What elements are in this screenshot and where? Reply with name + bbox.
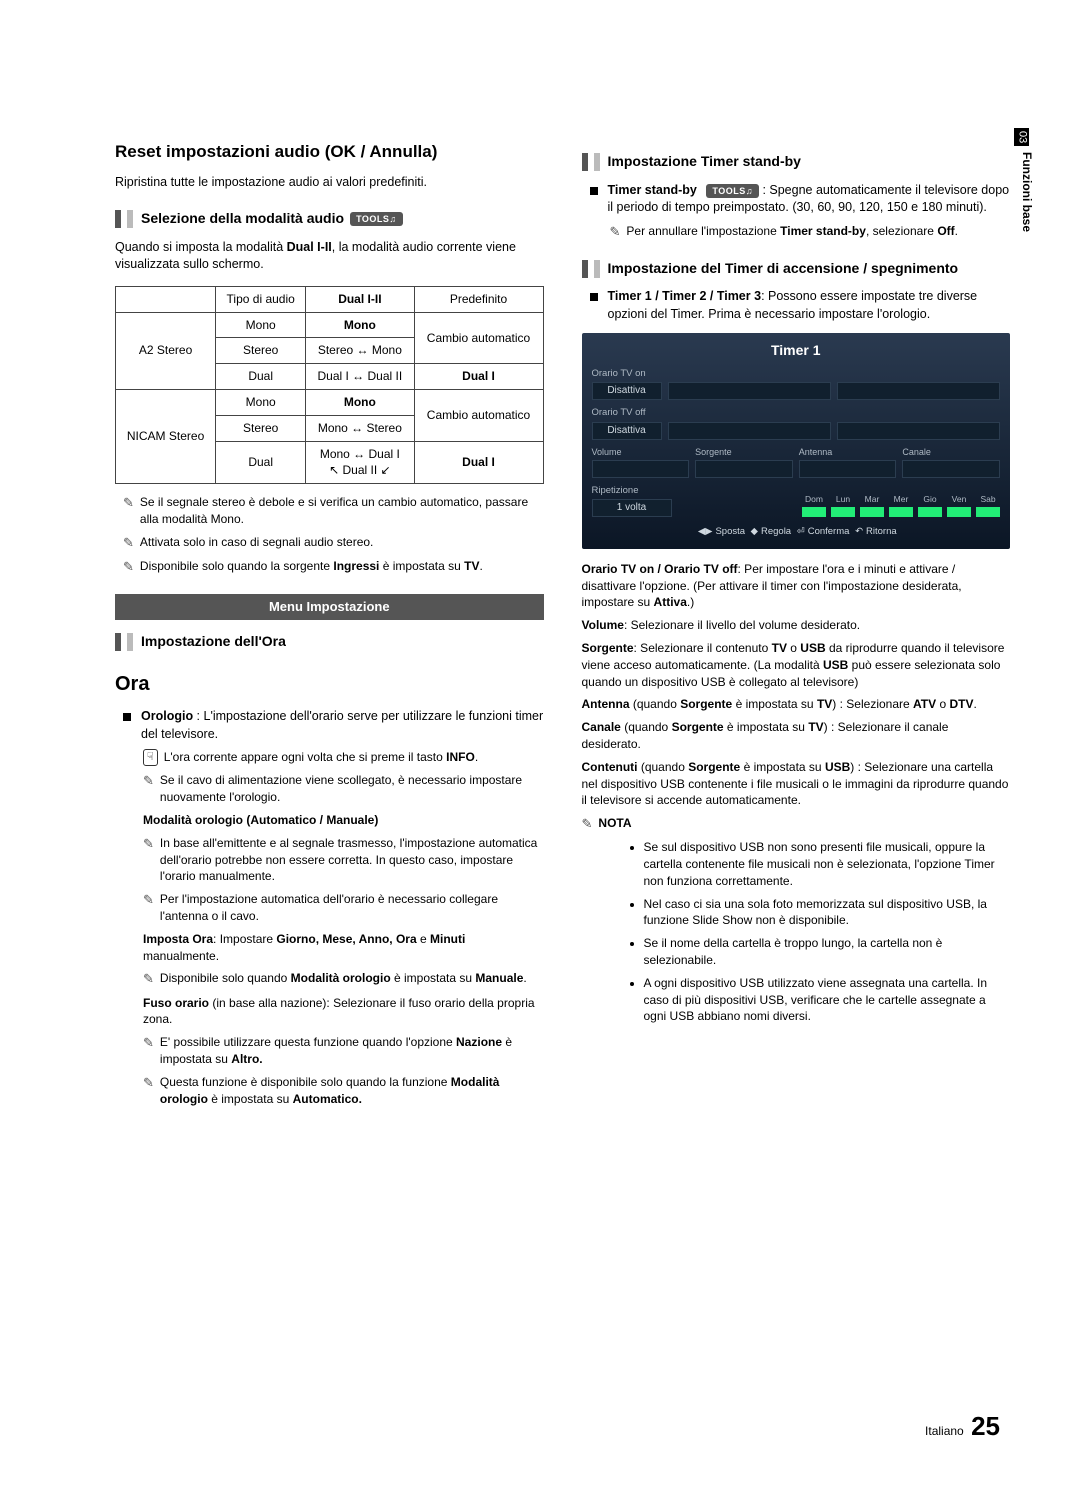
- ora-title: Ora: [115, 670, 544, 698]
- reset-audio-title: Reset impostazioni audio (OK / Annulla): [115, 140, 544, 164]
- p-contenuti: Contenuti (quando Sorgente è impostata s…: [582, 759, 1011, 809]
- audio-note-2: ✎Attivata solo in caso di segnali audio …: [123, 534, 544, 552]
- timer-days-boxes[interactable]: [682, 507, 1001, 517]
- timer-channel[interactable]: [902, 460, 1000, 478]
- right-column: Impostazione Timer stand-by Timer stand-…: [582, 140, 1011, 1111]
- timer-on-min[interactable]: [837, 382, 1000, 400]
- orologio-item: Orologio : L'impostazione dell'orario se…: [115, 708, 544, 743]
- menu-bar: Menu Impostazione: [115, 594, 544, 620]
- imposta-ora: Imposta Ora: Impostare Giorno, Mese, Ann…: [143, 931, 544, 965]
- hand-note: ☟ L'ora corrente appare ogni volta che s…: [143, 749, 544, 766]
- nota-heading: ✎NOTA: [582, 815, 1011, 833]
- clock-setting-title: Impostazione dell'Ora: [141, 632, 286, 652]
- p-orario: Orario TV on / Orario TV off: Per impost…: [582, 561, 1011, 611]
- clock-mode-note-1: ✎In base all'emittente e al segnale tras…: [143, 835, 544, 885]
- timer-off-min[interactable]: [837, 422, 1000, 440]
- reset-audio-intro: Ripristina tutte le impostazione audio a…: [115, 174, 544, 192]
- p-sorgente: Sorgente: Selezionare il contenuto TV o …: [582, 640, 1011, 690]
- clock-mode-title: Modalità orologio (Automatico / Manuale): [143, 812, 544, 829]
- audio-mode-table: Tipo di audio Dual I-II Predefinito A2 S…: [115, 286, 544, 484]
- standby-note: ✎ Per annullare l'impostazione Timer sta…: [610, 223, 1011, 241]
- audio-mode-heading: Selezione della modalità audio TOOLS♫: [115, 209, 544, 229]
- p-canale: Canale (quando Sorgente è impostata su T…: [582, 719, 1011, 753]
- audio-mode-desc: Quando si imposta la modalità Dual I-II,…: [115, 239, 544, 274]
- timer-on-state[interactable]: Disattiva: [592, 382, 662, 400]
- fuso-note-2: ✎ Questa funzione è disponibile solo qua…: [143, 1074, 544, 1108]
- audio-note-3: ✎Disponibile solo quando la sorgente Ing…: [123, 558, 544, 576]
- p-antenna: Antenna (quando Sorgente è impostata su …: [582, 696, 1011, 713]
- side-tab: 03 Funzioni base: [1014, 128, 1038, 238]
- timer-source[interactable]: [695, 460, 793, 478]
- left-column: Reset impostazioni audio (OK / Annulla) …: [115, 140, 544, 1111]
- imposta-ora-note: ✎ Disponibile solo quando Modalità orolo…: [143, 970, 544, 988]
- timer-footer: ◀▶Sposta ◆Regola ⏎Conferma ↶Ritorna: [592, 525, 1001, 538]
- tools-badge: TOOLS♫: [350, 212, 403, 227]
- timer123-item: Timer 1 / Timer 2 / Timer 3: Possono ess…: [582, 288, 1011, 323]
- chapter-number: 03: [1014, 128, 1029, 146]
- fuso-orario: Fuso orario (in base alla nazione): Sele…: [143, 995, 544, 1029]
- p-volume: Volume: Selezionare il livello del volum…: [582, 617, 1011, 634]
- chapter-label: Funzioni base: [1014, 146, 1039, 238]
- standby-heading: Impostazione Timer stand-by: [582, 152, 1011, 172]
- audio-note-1: ✎Se il segnale stereo è debole e si veri…: [123, 494, 544, 528]
- audio-mode-title: Selezione della modalità audio: [141, 209, 344, 229]
- timer-days-labels: DomLunMarMerGioVenSab: [682, 494, 1001, 506]
- timer-panel: Timer 1 Orario TV on Disattiva Orario TV…: [582, 333, 1011, 548]
- timer-panel-title: Timer 1: [592, 341, 1001, 361]
- timer-on-hour[interactable]: [668, 382, 831, 400]
- tools-badge: TOOLS♫: [706, 184, 759, 199]
- timer-volume[interactable]: [592, 460, 690, 478]
- onoff-title: Impostazione del Timer di accensione / s…: [608, 259, 959, 279]
- nota-list: Se sul dispositivo USB non sono presenti…: [630, 839, 1011, 1025]
- onoff-heading: Impostazione del Timer di accensione / s…: [582, 259, 1011, 279]
- clock-setting-heading: Impostazione dell'Ora: [115, 632, 544, 652]
- timer-antenna[interactable]: [799, 460, 897, 478]
- standby-item: Timer stand-by TOOLS♫ : Spegne automatic…: [582, 182, 1011, 217]
- fuso-note-1: ✎ E' possibile utilizzare questa funzion…: [143, 1034, 544, 1068]
- timer-repeat[interactable]: 1 volta: [592, 499, 672, 517]
- page-footer: Italiano 25: [925, 1408, 1000, 1444]
- timer-off-state[interactable]: Disattiva: [592, 422, 662, 440]
- manual-page: 03 Funzioni base Reset impostazioni audi…: [0, 0, 1080, 1494]
- clock-mode-note-2: ✎Per l'impostazione automatica dell'orar…: [143, 891, 544, 925]
- standby-title: Impostazione Timer stand-by: [608, 152, 801, 172]
- cable-note: ✎Se il cavo di alimentazione viene scoll…: [143, 772, 544, 806]
- timer-off-hour[interactable]: [668, 422, 831, 440]
- hand-icon: ☟: [143, 749, 158, 766]
